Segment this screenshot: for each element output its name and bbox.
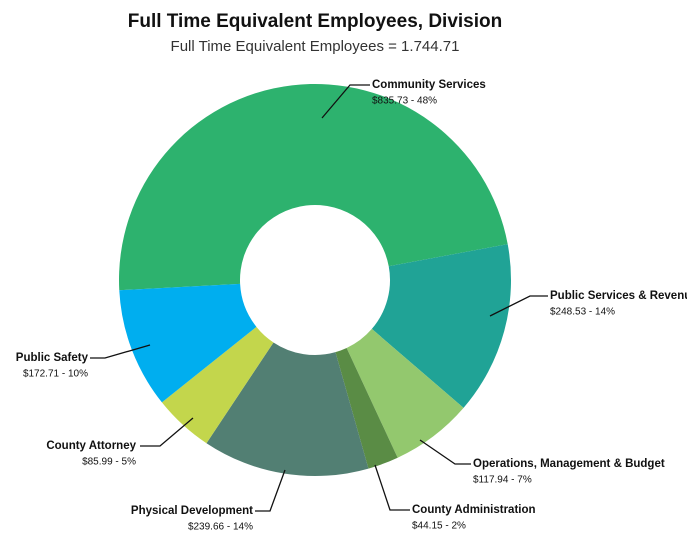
leader-line <box>140 417 194 447</box>
slice-value-label: $117.94 - 7% <box>473 475 532 486</box>
slice-label: Operations, Management & Budget <box>473 458 665 470</box>
donut-slice <box>119 283 257 403</box>
slice-label: County Attorney <box>46 440 136 452</box>
donut-slice <box>119 84 508 291</box>
slice-label: Physical Development <box>131 505 253 517</box>
slice-label: County Administration <box>412 504 536 516</box>
leader-line <box>255 469 286 512</box>
chart-title: Full Time Equivalent Employees, Division <box>128 11 502 32</box>
leader-line <box>321 84 370 119</box>
donut-slice <box>206 342 369 476</box>
slice-value-label: $248.53 - 14% <box>550 307 615 318</box>
slice-value-label: $172.71 - 10% <box>23 369 88 380</box>
donut-slice <box>371 244 512 408</box>
chart-subtitle: Full Time Equivalent Employees = 1.744.7… <box>171 38 460 55</box>
slice-value-label: $835.73 - 48% <box>372 96 437 107</box>
donut-slice <box>346 328 464 458</box>
slice-value-label: $85.99 - 5% <box>82 457 136 468</box>
leader-line <box>90 344 151 359</box>
slice-label: Public Services & Revenue <box>550 290 687 302</box>
slice-label: Public Safety <box>16 352 89 364</box>
leader-line <box>374 464 410 511</box>
slice-value-label: $44.15 - 2% <box>412 521 466 532</box>
donut-slice <box>161 326 274 444</box>
leader-line <box>419 439 471 465</box>
leader-line <box>489 295 548 317</box>
slice-label: Community Services <box>372 79 486 91</box>
donut-slice <box>335 348 398 469</box>
slice-value-label: $239.66 - 14% <box>188 522 253 533</box>
